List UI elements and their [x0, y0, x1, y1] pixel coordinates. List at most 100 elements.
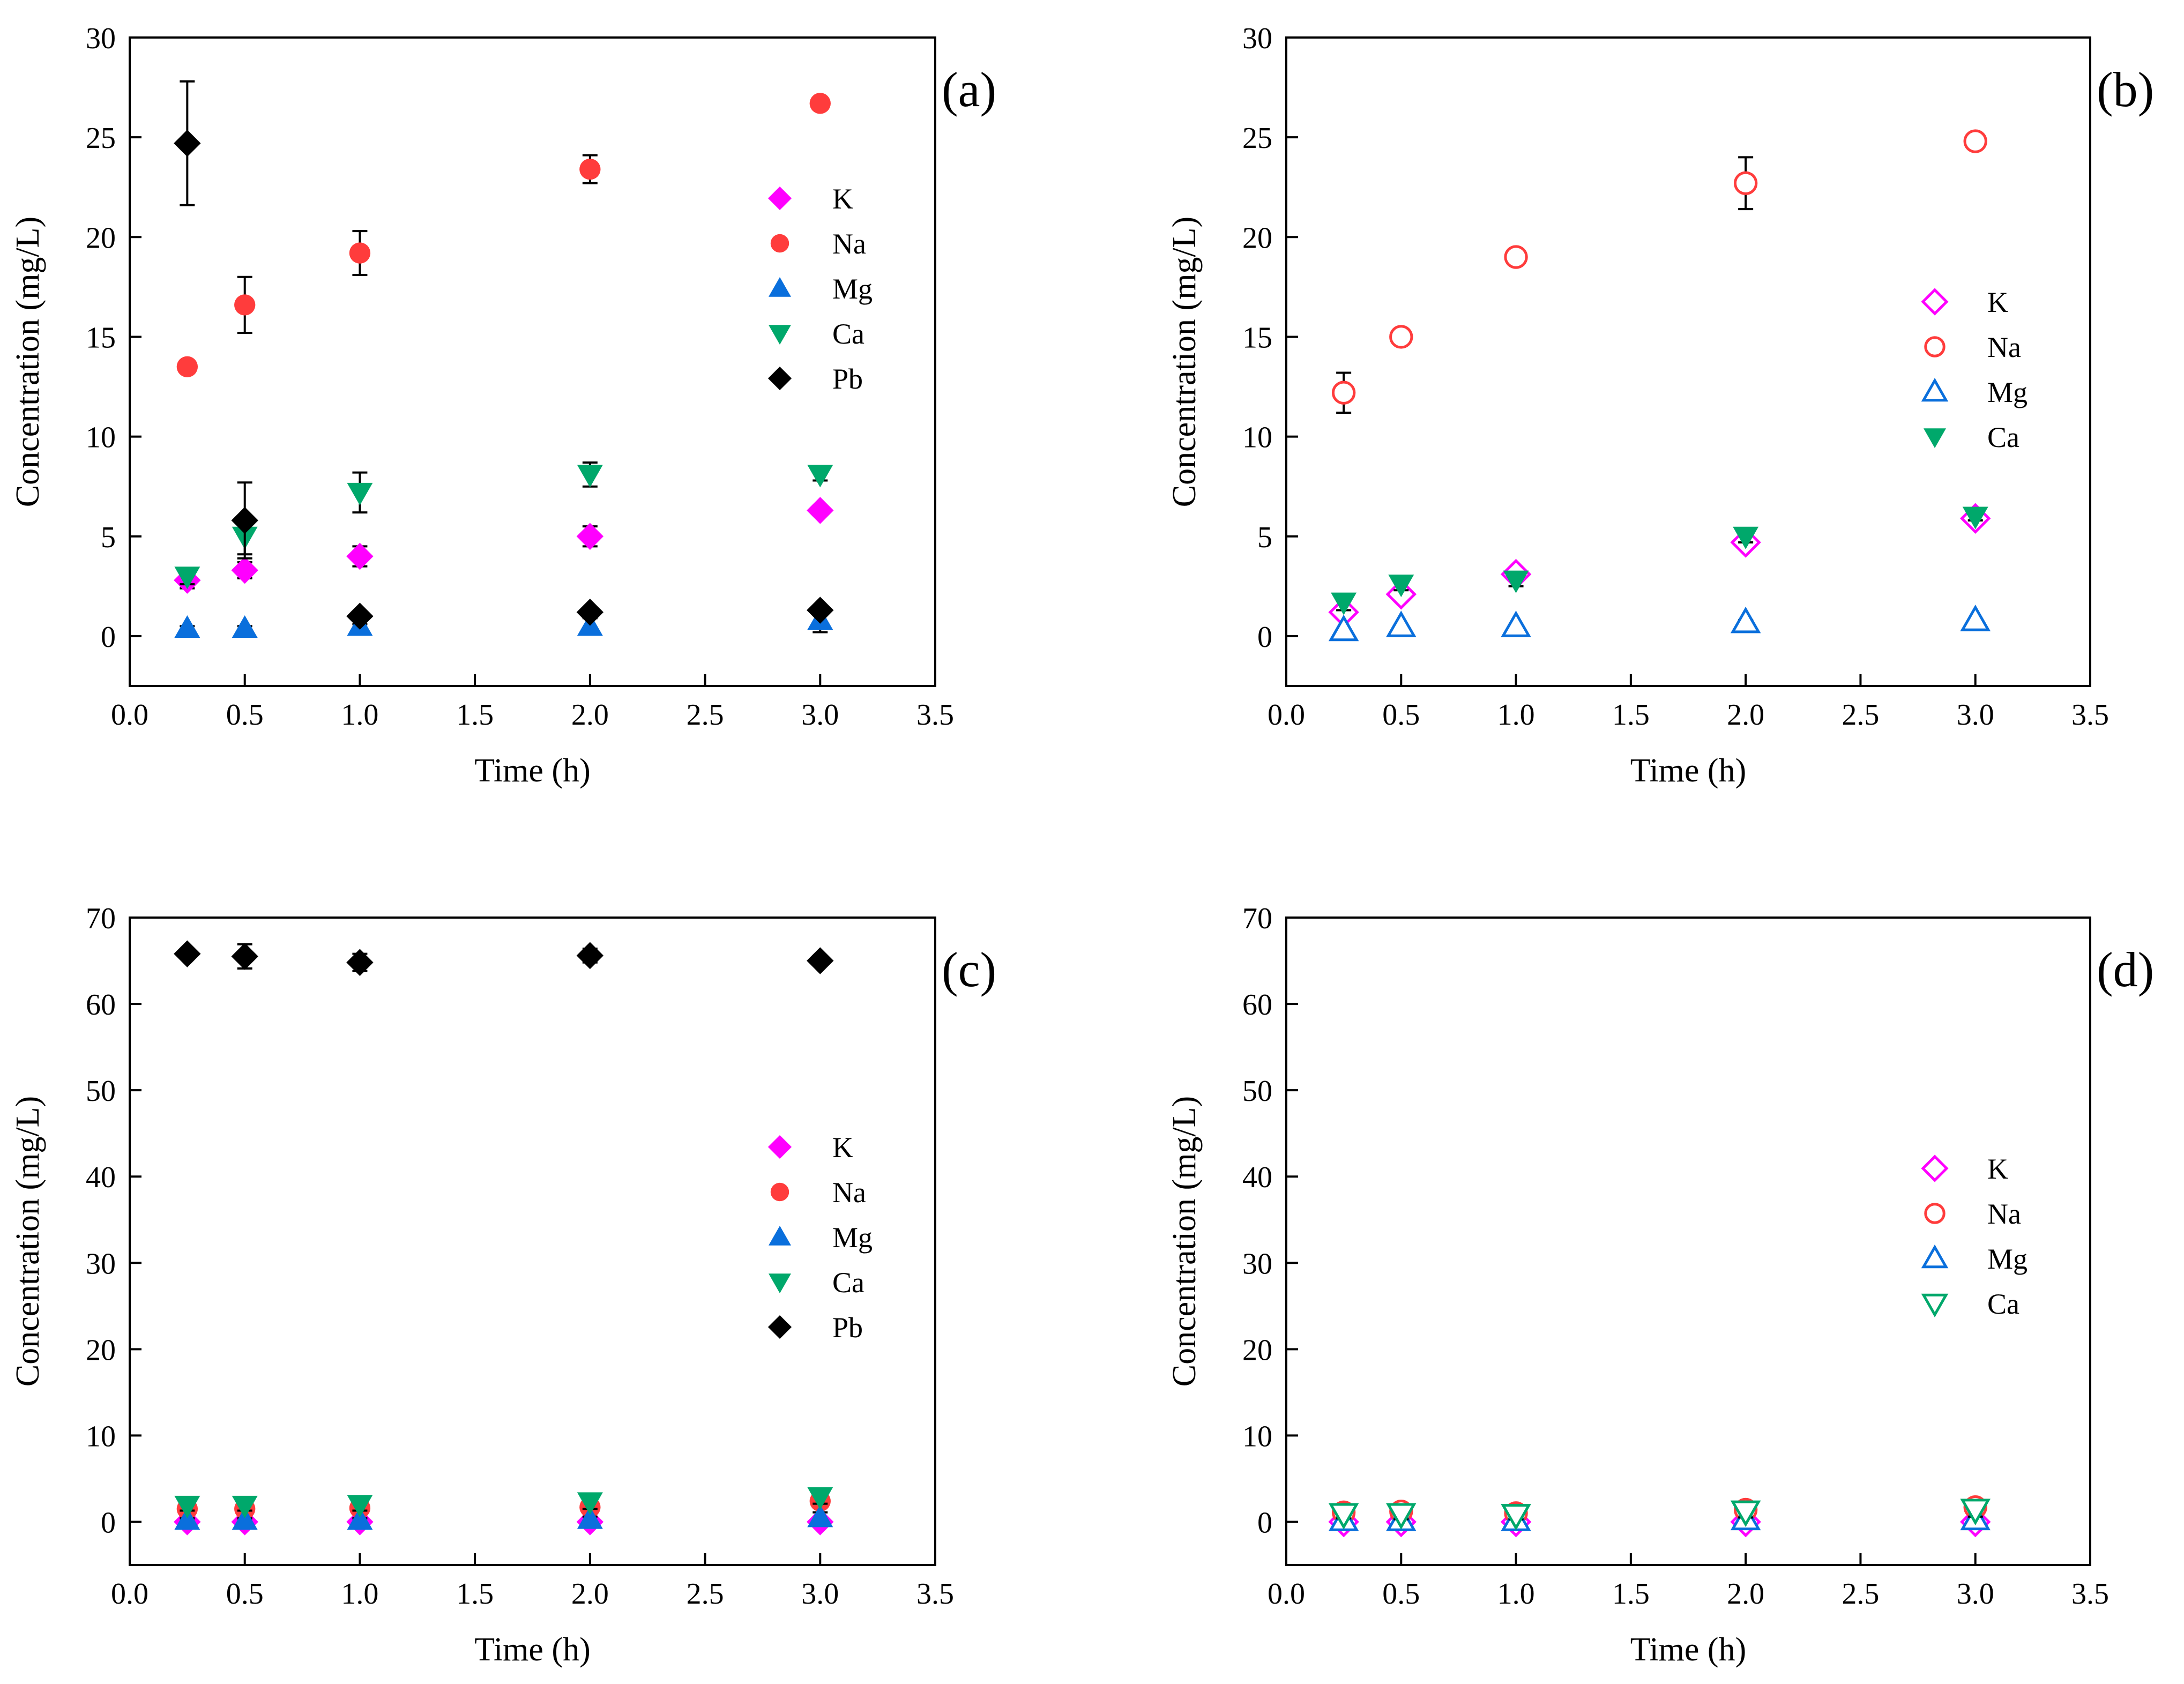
y-tick-label: 30 [86, 1247, 116, 1280]
x-tick-label: 0.5 [226, 1577, 264, 1611]
series-pb [174, 80, 834, 630]
y-tick-label: 30 [86, 22, 116, 55]
chart-panel-1: 0.0 0.5 1.0 1.5 2.0 2.5 3.0 3.5 0 5 10 15 20 25 30 Time… [10, 22, 996, 789]
legend-marker-na [1924, 336, 1946, 357]
data-point-ca [174, 1495, 200, 1518]
legend: K Na Mg Ca Pb [767, 183, 873, 395]
data-point-pb [807, 597, 834, 624]
x-tick-label: 2.0 [1727, 1577, 1764, 1611]
y-tick-label: 25 [1242, 122, 1272, 155]
data-point-mg [1730, 606, 1761, 634]
data-point-mg [1385, 610, 1417, 637]
x-tick-label: 0.5 [1382, 698, 1420, 732]
chart-panel-4: 0.0 0.5 1.0 1.5 2.0 2.5 3.0 3.5 0 10 20 30 40 50 60 70 T… [1166, 902, 2154, 1668]
data-point-ca [347, 482, 373, 505]
legend-marker-k [767, 186, 792, 211]
y-tick-label: 60 [86, 988, 116, 1022]
data-point-mg [1501, 610, 1531, 637]
y-axis-title: Concentration (mg/L) [10, 1096, 46, 1387]
x-axis-title: Time (h) [1630, 1631, 1746, 1668]
x-tick-label: 3.0 [1957, 698, 1994, 732]
legend-label-ca: Ca [1987, 1288, 2019, 1320]
data-point-ca [1385, 1503, 1417, 1530]
data-point-ca [1733, 526, 1759, 549]
y-tick-label: 20 [1242, 221, 1272, 255]
data-point-pb [576, 942, 604, 970]
legend-marker-k [767, 1135, 792, 1159]
plot-frame [129, 916, 936, 1566]
data-point-na [579, 159, 601, 180]
data-point-pb [231, 943, 258, 970]
data-point-pb [174, 130, 201, 157]
y-tick-label: 40 [86, 1161, 116, 1194]
legend: K Na Mg Ca Pb [767, 1131, 873, 1344]
data-point-pb [807, 947, 834, 974]
x-tick-label: 2.5 [687, 1577, 724, 1611]
legend-label-k: K [832, 183, 853, 215]
legend-label-k: K [832, 1131, 853, 1164]
x-tick-label: 3.0 [801, 1577, 839, 1611]
x-tick-label: 0.5 [1382, 1577, 1420, 1611]
x-axis-title: Time (h) [1630, 752, 1746, 789]
y-tick-label: 10 [86, 421, 116, 454]
legend-label-na: Na [1987, 331, 2021, 363]
chart-panel-2: 0.0 0.5 1.0 1.5 2.0 2.5 3.0 3.5 0 5 10 15 20 25 30 Time… [1166, 22, 2154, 789]
legend-label-ca: Ca [832, 318, 864, 350]
chart-panel-3: 0.0 0.5 1.0 1.5 2.0 2.5 3.0 3.5 0 10 20 30 40 50 60 70 T… [10, 902, 996, 1668]
y-tick-label: 50 [86, 1075, 116, 1108]
legend-marker-na [1924, 1203, 1946, 1224]
data-point-na [809, 93, 831, 114]
y-tick-label: 70 [86, 902, 116, 935]
x-tick-label: 1.0 [1497, 1577, 1535, 1611]
data-point-ca [232, 1495, 258, 1518]
y-axis-title: Concentration (mg/L) [1166, 217, 1203, 507]
y-tick-label: 60 [1242, 988, 1272, 1022]
x-tick-label: 2.5 [687, 698, 724, 732]
y-tick-label: 10 [1242, 421, 1272, 454]
x-tick-label: 1.5 [1612, 698, 1650, 732]
y-tick-label: 0 [1257, 621, 1272, 654]
data-point-mg [577, 1506, 603, 1529]
data-point-ca [1730, 1500, 1761, 1527]
data-point-ca [174, 567, 200, 590]
x-tick-label: 3.0 [801, 698, 839, 732]
data-point-mg [807, 1504, 833, 1527]
x-tick-label: 2.5 [1842, 1577, 1879, 1611]
x-tick-label: 1.5 [1612, 1577, 1650, 1611]
x-tick-label: 3.5 [2071, 1577, 2109, 1611]
legend-marker-ca [1924, 428, 1946, 448]
y-tick-label: 50 [1242, 1075, 1272, 1108]
series-ca [1328, 1499, 1991, 1531]
x-axis-title: Time (h) [474, 1631, 590, 1668]
y-tick-label: 10 [1242, 1420, 1272, 1453]
y-tick-label: 20 [86, 1333, 116, 1367]
data-point-na [1331, 381, 1356, 405]
data-point-ca [1503, 570, 1529, 593]
data-point-mg [347, 1507, 373, 1530]
legend-label-ca: Ca [832, 1266, 864, 1299]
data-point-mg [174, 1507, 200, 1530]
x-tick-label: 3.0 [1957, 1577, 1994, 1611]
legend: K Na Mg Ca [1921, 286, 2028, 453]
data-point-ca [807, 1487, 833, 1510]
y-axis-title: Concentration (mg/L) [10, 217, 46, 507]
series-mg [1328, 605, 1991, 642]
data-point-pb [346, 949, 374, 976]
data-point-k [231, 556, 258, 584]
y-tick-label: 5 [1257, 521, 1272, 554]
y-tick-label: 15 [1242, 321, 1272, 354]
data-point-k [346, 542, 374, 570]
y-tick-label: 70 [1242, 902, 1272, 935]
legend-label-pb: Pb [832, 1312, 863, 1344]
legend-label-na: Na [832, 1176, 866, 1209]
x-axis-title: Time (h) [474, 752, 590, 789]
data-point-na [1963, 129, 1987, 153]
data-point-mg [1328, 614, 1359, 642]
series-ca [1331, 506, 1988, 615]
legend-label-pb: Pb [832, 363, 863, 395]
x-tick-label: 0.0 [111, 698, 148, 732]
data-point-k [807, 497, 834, 524]
legend-label-ca: Ca [1987, 421, 2019, 453]
panel-label: (a) [942, 62, 996, 117]
